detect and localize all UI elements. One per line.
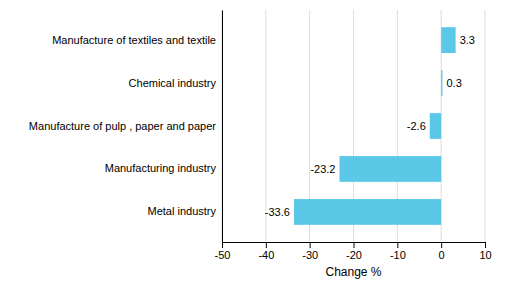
grid-line <box>485 10 486 242</box>
tick: 0 <box>439 242 445 261</box>
tick-label: Chemical industry <box>129 77 217 89</box>
data-labels: -33.6 -23.2 -2.6 0.3 3.3 <box>265 34 475 218</box>
grid-line <box>222 10 223 242</box>
tick-label: 10 <box>479 249 491 261</box>
tick: -20 <box>346 242 362 261</box>
tick-label: -50 <box>215 249 231 261</box>
tick-mark <box>485 242 486 248</box>
bar <box>441 70 442 96</box>
chart: -50 -40 -30 -20 -10 0 10 Metal industry Manufact… <box>0 0 507 284</box>
bar <box>430 113 441 139</box>
axis-title: Change % <box>325 265 381 279</box>
tick: Manufacturing industry <box>105 162 217 174</box>
data-label: -2.6 <box>407 120 426 132</box>
tick-label: Manufacture of textiles and textile <box>52 34 216 46</box>
data-label: 3.3 <box>460 34 475 46</box>
x-axis: -50 -40 -30 -20 -10 0 10 <box>215 242 492 261</box>
bar <box>294 199 441 225</box>
tick-mark <box>441 242 442 248</box>
plot: -50 -40 -30 -20 -10 0 10 Metal industry Manufact… <box>29 10 492 279</box>
tick-mark <box>397 242 398 248</box>
bars <box>294 27 456 225</box>
bar <box>339 156 441 182</box>
tick: -10 <box>390 242 406 261</box>
tick-label: 0 <box>439 249 445 261</box>
tick-mark <box>266 242 267 248</box>
tick-label: Manufacturing industry <box>105 162 217 174</box>
grid <box>222 10 485 242</box>
tick: Chemical industry <box>129 77 217 89</box>
data-label: -33.6 <box>265 206 290 218</box>
tick-label: -20 <box>346 249 362 261</box>
data-label: 0.3 <box>446 77 461 89</box>
tick: 10 <box>479 242 491 261</box>
data-label: -23.2 <box>310 163 335 175</box>
axis-domain <box>223 243 486 249</box>
tick: -40 <box>258 242 274 261</box>
axis-domain <box>222 11 223 243</box>
tick: -50 <box>215 242 231 261</box>
tick: Manufacture of pulp , paper and paper <box>29 120 216 132</box>
tick: Manufacture of textiles and textile <box>52 34 216 46</box>
tick-mark <box>222 242 223 248</box>
tick-label: Manufacture of pulp , paper and paper <box>29 120 216 132</box>
tick-label: -30 <box>302 249 318 261</box>
tick-mark <box>354 242 355 248</box>
tick: -30 <box>302 242 318 261</box>
tick-label: -10 <box>390 249 406 261</box>
tick-label: Metal industry <box>148 205 217 217</box>
tick-mark <box>310 242 311 248</box>
y-axis: Metal industry Manufacturing industry Manu… <box>29 11 223 243</box>
tick-label: -40 <box>258 249 274 261</box>
bar <box>441 27 455 53</box>
tick: Metal industry <box>148 205 217 217</box>
